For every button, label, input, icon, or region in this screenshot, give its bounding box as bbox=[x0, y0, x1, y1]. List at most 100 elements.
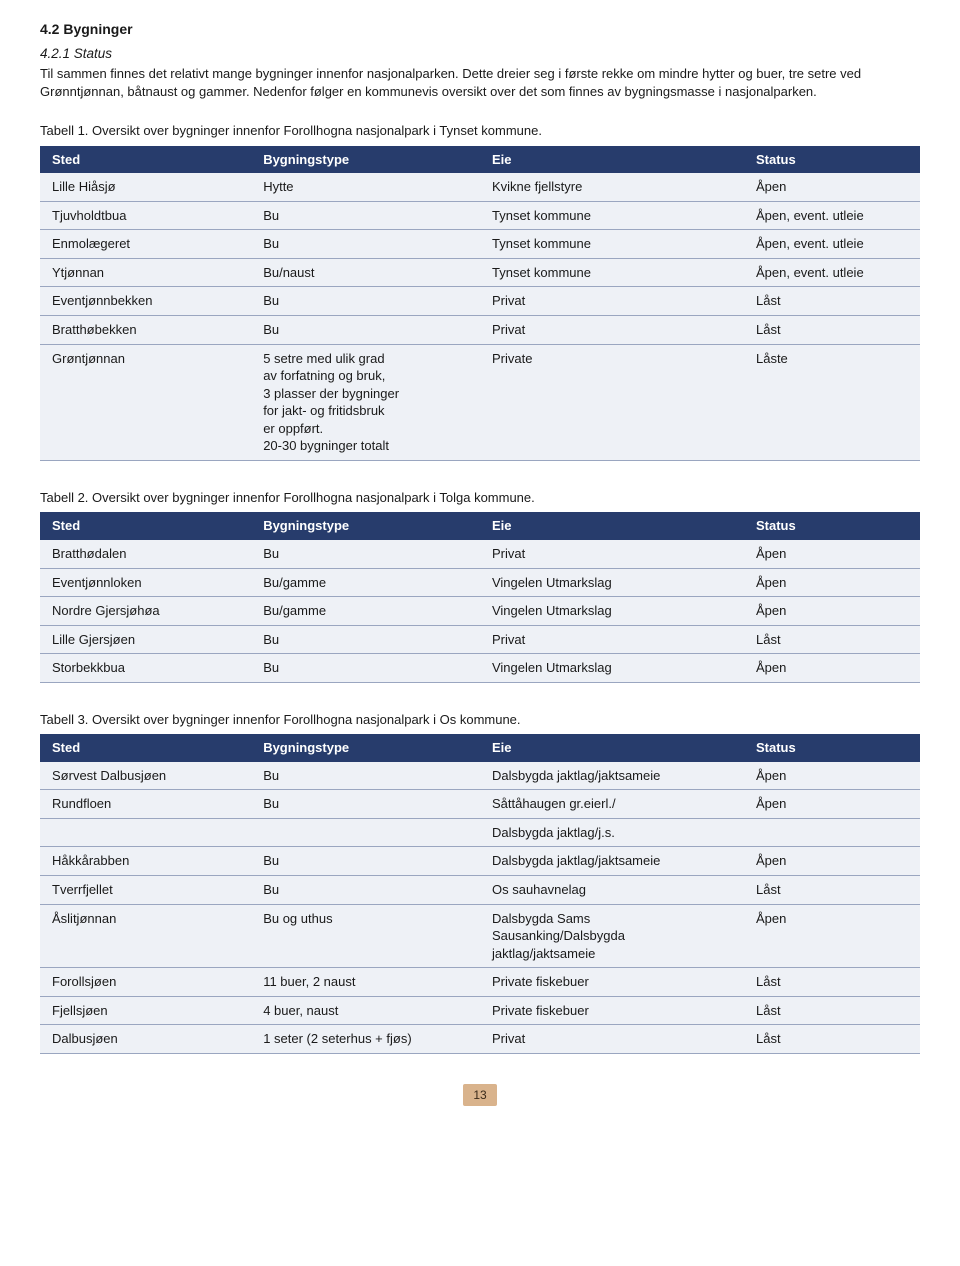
table-cell: Bu og uthus bbox=[251, 904, 480, 968]
table-cell: Grøntjønnan bbox=[40, 344, 251, 460]
table1-body: Lille HiåsjøHytteKvikne fjellstyreÅpenTj… bbox=[40, 173, 920, 460]
table-cell: Hytte bbox=[251, 173, 480, 201]
table-cell: Eventjønnbekken bbox=[40, 287, 251, 316]
col-header-eie: Eie bbox=[480, 734, 744, 762]
table-row: Sørvest DalbusjøenBuDalsbygda jaktlag/ja… bbox=[40, 762, 920, 790]
table-row: RundfloenBuSåttåhaugen gr.eierl./Åpen bbox=[40, 790, 920, 819]
table-cell: Fjellsjøen bbox=[40, 996, 251, 1025]
table-cell: Vingelen Utmarkslag bbox=[480, 568, 744, 597]
table-cell: 11 buer, 2 naust bbox=[251, 968, 480, 997]
col-header-status: Status bbox=[744, 512, 920, 540]
col-header-sted: Sted bbox=[40, 734, 251, 762]
table-row: Dalbusjøen1 seter (2 seterhus + fjøs)Pri… bbox=[40, 1025, 920, 1054]
table-cell: Bu bbox=[251, 762, 480, 790]
table-cell: Storbekkbua bbox=[40, 654, 251, 683]
table-cell: Dalsbygda jaktlag/j.s. bbox=[480, 818, 744, 847]
table-cell: Tjuvholdtbua bbox=[40, 201, 251, 230]
table-cell: Åpen bbox=[744, 597, 920, 626]
section-subheading: 4.2.1 Status bbox=[40, 45, 920, 63]
table3-caption: Tabell 3. Oversikt over bygninger innenf… bbox=[40, 711, 920, 729]
table-cell: Låst bbox=[744, 287, 920, 316]
table-cell: Private bbox=[480, 344, 744, 460]
table-cell: Låst bbox=[744, 1025, 920, 1054]
table-cell: Enmolægeret bbox=[40, 230, 251, 259]
table-row: EnmolægeretBuTynset kommuneÅpen, event. … bbox=[40, 230, 920, 259]
table-row: Nordre GjersjøhøaBu/gammeVingelen Utmark… bbox=[40, 597, 920, 626]
table-row: EventjønnbekkenBuPrivatLåst bbox=[40, 287, 920, 316]
table-cell: Låst bbox=[744, 625, 920, 654]
col-header-sted: Sted bbox=[40, 146, 251, 174]
table-row: TverrfjelletBuOs sauhavnelagLåst bbox=[40, 875, 920, 904]
table-cell: Vingelen Utmarkslag bbox=[480, 654, 744, 683]
table-row: Dalsbygda jaktlag/j.s. bbox=[40, 818, 920, 847]
col-header-type: Bygningstype bbox=[251, 146, 480, 174]
table-row: BratthøbekkenBuPrivatLåst bbox=[40, 316, 920, 345]
table-row: YtjønnanBu/naustTynset kommuneÅpen, even… bbox=[40, 258, 920, 287]
table-cell: Privat bbox=[480, 316, 744, 345]
table-cell: Bu bbox=[251, 654, 480, 683]
table-cell: Dalsbygda jaktlag/jaktsameie bbox=[480, 762, 744, 790]
table-cell: Åpen bbox=[744, 654, 920, 683]
table-cell: Åpen bbox=[744, 790, 920, 819]
table-cell bbox=[251, 818, 480, 847]
table-cell: Åpen, event. utleie bbox=[744, 230, 920, 259]
table-cell: Rundfloen bbox=[40, 790, 251, 819]
table-cell: Bratthødalen bbox=[40, 540, 251, 568]
col-header-type: Bygningstype bbox=[251, 734, 480, 762]
section-body: Til sammen finnes det relativt mange byg… bbox=[40, 65, 920, 100]
col-header-eie: Eie bbox=[480, 146, 744, 174]
table-cell: Bu bbox=[251, 625, 480, 654]
table-cell: 5 setre med ulik grad av forfatning og b… bbox=[251, 344, 480, 460]
table-cell: Bu bbox=[251, 230, 480, 259]
table2-body: BratthødalenBuPrivatÅpenEventjønnlokenBu… bbox=[40, 540, 920, 682]
col-header-status: Status bbox=[744, 734, 920, 762]
table-row: Grøntjønnan5 setre med ulik grad av forf… bbox=[40, 344, 920, 460]
table-cell: Bu/gamme bbox=[251, 568, 480, 597]
table-row: BratthødalenBuPrivatÅpen bbox=[40, 540, 920, 568]
table-row: TjuvholdtbuaBuTynset kommuneÅpen, event.… bbox=[40, 201, 920, 230]
table-cell: Åpen bbox=[744, 173, 920, 201]
table-row: Lille HiåsjøHytteKvikne fjellstyreÅpen bbox=[40, 173, 920, 201]
table-cell: Bu bbox=[251, 540, 480, 568]
table-cell: Låst bbox=[744, 968, 920, 997]
table-cell: Bu bbox=[251, 287, 480, 316]
table-cell: Åpen bbox=[744, 847, 920, 876]
table-cell: Dalsbygda Sams Sausanking/Dalsbygda jakt… bbox=[480, 904, 744, 968]
col-header-sted: Sted bbox=[40, 512, 251, 540]
table-cell: Ytjønnan bbox=[40, 258, 251, 287]
table-cell: Åslitjønnan bbox=[40, 904, 251, 968]
table1: Sted Bygningstype Eie Status Lille Hiåsj… bbox=[40, 146, 920, 461]
table-cell: Kvikne fjellstyre bbox=[480, 173, 744, 201]
table-cell bbox=[40, 818, 251, 847]
table-row: ÅslitjønnanBu og uthusDalsbygda Sams Sau… bbox=[40, 904, 920, 968]
table-cell: Privat bbox=[480, 540, 744, 568]
table-cell: Lille Hiåsjø bbox=[40, 173, 251, 201]
table1-caption: Tabell 1. Oversikt over bygninger innenf… bbox=[40, 122, 920, 140]
table-cell: Dalsbygda jaktlag/jaktsameie bbox=[480, 847, 744, 876]
table-cell: Privat bbox=[480, 287, 744, 316]
table-cell: Tverrfjellet bbox=[40, 875, 251, 904]
table2-caption: Tabell 2. Oversikt over bygninger innenf… bbox=[40, 489, 920, 507]
table-cell: Eventjønnloken bbox=[40, 568, 251, 597]
table-cell: Lille Gjersjøen bbox=[40, 625, 251, 654]
table-row: Fjellsjøen4 buer, naustPrivate fiskebuer… bbox=[40, 996, 920, 1025]
table-row: HåkkårabbenBuDalsbygda jaktlag/jaktsamei… bbox=[40, 847, 920, 876]
table-cell: Bu bbox=[251, 847, 480, 876]
table-cell: Åpen, event. utleie bbox=[744, 201, 920, 230]
table2: Sted Bygningstype Eie Status Bratthødale… bbox=[40, 512, 920, 682]
table-cell: 1 seter (2 seterhus + fjøs) bbox=[251, 1025, 480, 1054]
table-cell: Håkkårabben bbox=[40, 847, 251, 876]
table-cell: Låste bbox=[744, 344, 920, 460]
table-cell: Tynset kommune bbox=[480, 258, 744, 287]
table-row: Lille GjersjøenBuPrivatLåst bbox=[40, 625, 920, 654]
table3-body: Sørvest DalbusjøenBuDalsbygda jaktlag/ja… bbox=[40, 762, 920, 1054]
table-cell: Låst bbox=[744, 875, 920, 904]
table-cell: Forollsjøen bbox=[40, 968, 251, 997]
table-cell: Bu bbox=[251, 875, 480, 904]
col-header-eie: Eie bbox=[480, 512, 744, 540]
section-heading: 4.2 Bygninger bbox=[40, 20, 920, 39]
table-row: EventjønnlokenBu/gammeVingelen Utmarksla… bbox=[40, 568, 920, 597]
table-cell: Åpen bbox=[744, 540, 920, 568]
col-header-type: Bygningstype bbox=[251, 512, 480, 540]
table-cell: Åpen bbox=[744, 762, 920, 790]
